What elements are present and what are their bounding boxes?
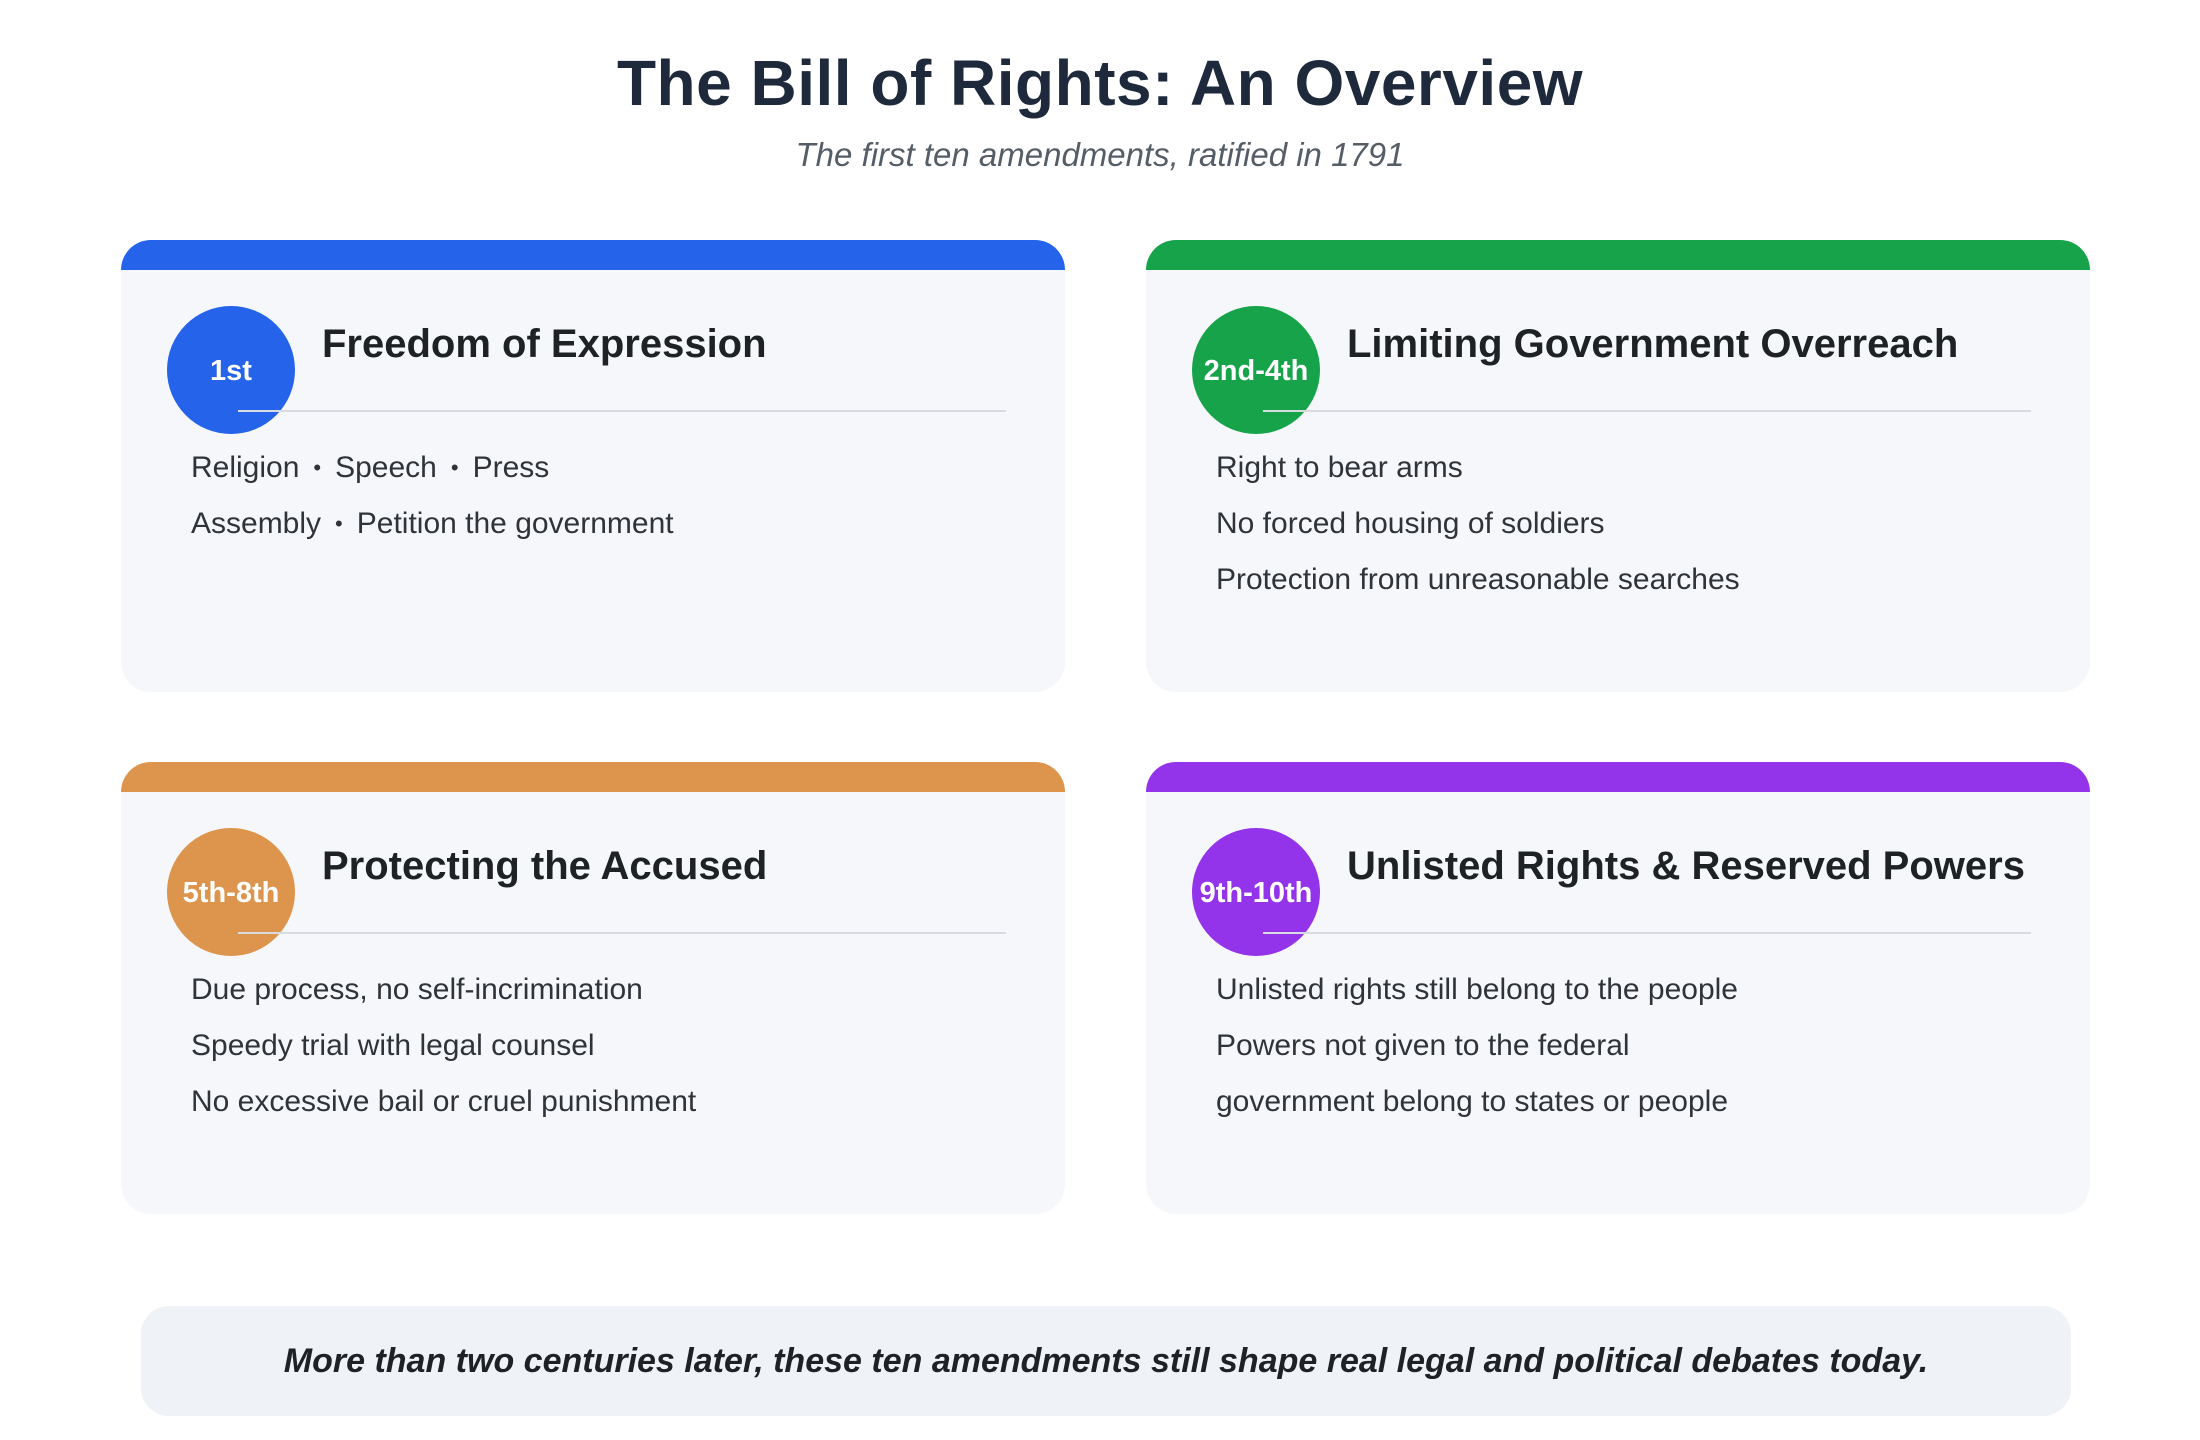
right-item: Religion — [191, 451, 300, 484]
card-divider — [238, 932, 1006, 934]
right-item: Unlisted rights still belong to the peop… — [1216, 973, 1738, 1006]
card-lines: Religion • Speech • Press Assembly • Petition t… — [191, 440, 674, 552]
bullet-separator: • — [313, 455, 322, 480]
card-line: Protection from unreasonable searches — [1216, 552, 1740, 608]
card-title: Limiting Government Overreach — [1347, 322, 1959, 366]
card-line: No excessive bail or cruel punishment — [191, 1074, 696, 1130]
card-title: Unlisted Rights & Reserved Powers — [1347, 844, 2025, 888]
card-title: Freedom of Expression — [322, 322, 767, 366]
card-line: Right to bear arms — [1216, 440, 1740, 496]
amendment-badge: 2nd-4th — [1192, 306, 1320, 434]
bullet-separator: • — [335, 511, 343, 536]
card-divider — [238, 410, 1006, 412]
card-accent-bar — [1146, 762, 2090, 792]
card-lines: Due process, no self-incrimination Speedy… — [191, 962, 696, 1130]
amendment-badge: 5th-8th — [167, 828, 295, 956]
card-first-amendment: 1st Freedom of Expression Religion • Speec… — [121, 240, 1065, 692]
card-divider — [1263, 410, 2031, 412]
card-line: Speedy trial with legal counsel — [191, 1018, 696, 1074]
amendment-badge: 1st — [167, 306, 295, 434]
card-ninth-to-tenth: 9th-10th Unlisted Rights & Reserved Powe… — [1146, 762, 2090, 1214]
card-fifth-to-eighth: 5th-8th Protecting the Accused Due proce… — [121, 762, 1065, 1214]
card-line: Assembly • Petition the government — [191, 496, 674, 552]
card-line: government belong to states or people — [1216, 1074, 1738, 1130]
right-item: Right to bear arms — [1216, 451, 1463, 484]
right-item: No excessive bail or cruel punishment — [191, 1085, 697, 1118]
right-item: Assembly — [191, 507, 322, 540]
right-item: government belong to states or people — [1216, 1085, 1729, 1118]
right-item: No forced housing of soldiers — [1216, 507, 1605, 540]
right-item: Protection from unreasonable searches — [1216, 563, 1740, 596]
card-lines: Right to bear arms No forced housing of s… — [1216, 440, 1740, 608]
card-line: No forced housing of soldiers — [1216, 496, 1740, 552]
card-accent-bar — [121, 762, 1065, 792]
page-title: The Bill of Rights: An Overview — [616, 47, 1584, 119]
right-item: Petition the government — [356, 507, 674, 540]
amendment-badge: 9th-10th — [1192, 828, 1320, 956]
card-divider — [1263, 932, 2031, 934]
right-item: Press — [472, 451, 550, 484]
right-item: Speech — [335, 451, 437, 484]
card-line: Due process, no self-incrimination — [191, 962, 696, 1018]
right-item: Due process, no self-incrimination — [191, 973, 643, 1006]
right-item: Powers not given to the federal — [1216, 1029, 1630, 1062]
bullet-separator: • — [450, 455, 459, 480]
card-line: Powers not given to the federal — [1216, 1018, 1738, 1074]
right-item: Speedy trial with legal counsel — [191, 1029, 595, 1062]
footer-note: More than two centuries later, these ten… — [141, 1306, 2071, 1416]
card-accent-bar — [1146, 240, 2090, 270]
card-line: Unlisted rights still belong to the peop… — [1216, 962, 1738, 1018]
page-subtitle: The first ten amendments, ratified in 17… — [795, 136, 1405, 173]
card-accent-bar — [121, 240, 1065, 270]
card-second-to-fourth: 2nd-4th Limiting Government Overreach Ri… — [1146, 240, 2090, 692]
card-line: Religion • Speech • Press — [191, 440, 674, 496]
card-title: Protecting the Accused — [322, 844, 768, 888]
card-lines: Unlisted rights still belong to the peop… — [1216, 962, 1738, 1130]
